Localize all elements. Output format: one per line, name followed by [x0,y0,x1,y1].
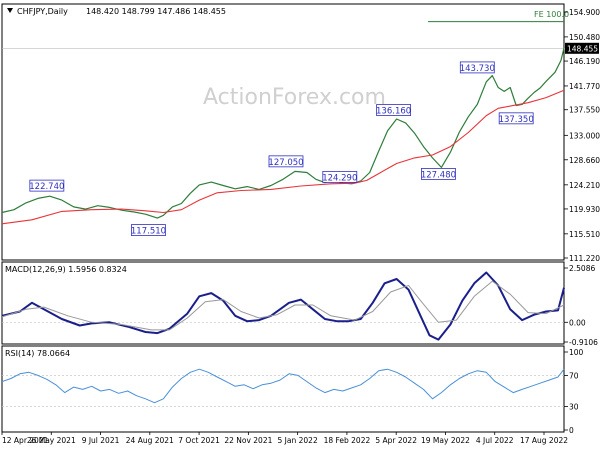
price-y-tick-label: 124.210 [569,181,600,190]
x-axis-label: 19 May 2022 [421,436,470,445]
x-axis-label: 17 Aug 2022 [520,436,568,445]
price-annotation-label: 137.350 [499,115,534,125]
x-axis-label: 4 Jul 2022 [476,436,514,445]
price-y-tick-label: 154.900 [569,8,600,17]
price-y-tick-label: 119.930 [569,205,600,214]
price-annotation-box [376,104,412,116]
price-annotation-label: 117.510 [131,227,166,237]
rsi-layer [1,368,565,407]
signal-series-line [1,280,565,331]
price-annotation-label: 127.050 [268,158,303,168]
price-y-tick-label: 111.220 [569,254,600,263]
price-y-tick-label: 115.510 [569,230,600,239]
x-axis-label: 12 Apr 2021 [2,436,49,445]
watermark-text: ActionForex.com [203,85,386,110]
price-y-tick-label: 128.660 [569,156,600,165]
price-annotation-label: 122.740 [29,182,64,192]
ohlc-label: 148.420 148.799 147.486 148.455 [86,7,226,16]
macd-panel-label: MACD(12,26,9) 1.5956 0.8324 [5,265,127,274]
price-y-tick-label: 133.000 [569,131,600,140]
rsi-panel-label: RSI(14) 78.0664 [5,349,70,358]
axis-layer: 154.900 150.480 146.190 141.770 137.550 133.0… [1,8,600,445]
x-axis-label: 5 Apr 2022 [375,436,417,445]
price-annotation-box [421,168,456,180]
x-axis-label: 18 Feb 2022 [324,436,371,445]
x-axis-label: 22 Nov 2021 [224,436,272,445]
price-y-tick-label: 141.770 [569,82,600,91]
current-price-tag-label: 148.455 [567,44,598,53]
price-annotation-label: 127.480 [421,170,456,180]
price-y-tick-label: 150.480 [569,33,600,42]
rsi-panel-frame [1,345,565,433]
price-layer: 122.740 117.510 127.050 124.290 136.160 127.4… [1,21,565,237]
x-axis-label: 24 Aug 2021 [126,436,174,445]
fe-label: FE 100.0 [534,10,569,19]
x-axis-label: 5 Jan 2022 [278,436,318,445]
price-annotation-label: 124.290 [322,173,357,183]
macd-y-tick-label: -0.9106 [569,338,598,347]
current-price-tag [565,42,599,54]
rsi-y-tick-label: 0 [569,426,574,435]
macd-layer [1,271,565,341]
price-y-tick-label: 137.550 [569,106,600,115]
rsi-y-tick-label: 100 [569,348,584,357]
x-axis-label: 7 Oct 2021 [178,436,220,445]
macd-panel-frame [1,261,565,345]
price-annotation-label: 136.160 [376,107,411,117]
price-annotation-label: 143.730 [460,64,495,74]
price-annotation-box [459,61,495,74]
x-axis-label: 26 May 2021 [27,436,76,445]
price-annotation-box [29,179,65,192]
symbol-label: CHFJPY,Daily [17,7,68,16]
macd-y-tick-label: 0.00 [569,318,586,327]
ma-series-line [1,89,565,225]
price-annotation-box [131,224,166,236]
rsi-y-tick-label: 70 [569,371,579,380]
rsi-series-line [1,368,565,404]
price-y-tick-label: 146.190 [569,57,600,66]
price-annotation-box [498,112,534,125]
symbol-triangle-icon [7,8,13,13]
price-annotation-box [268,155,304,168]
x-axis-label: 9 Jul 2021 [82,436,120,445]
price-annotation-box [322,170,358,183]
rsi-y-tick-label: 30 [569,403,579,412]
price-panel-frame [1,3,565,261]
macd-y-tick-label: 2.5086 [569,264,595,273]
